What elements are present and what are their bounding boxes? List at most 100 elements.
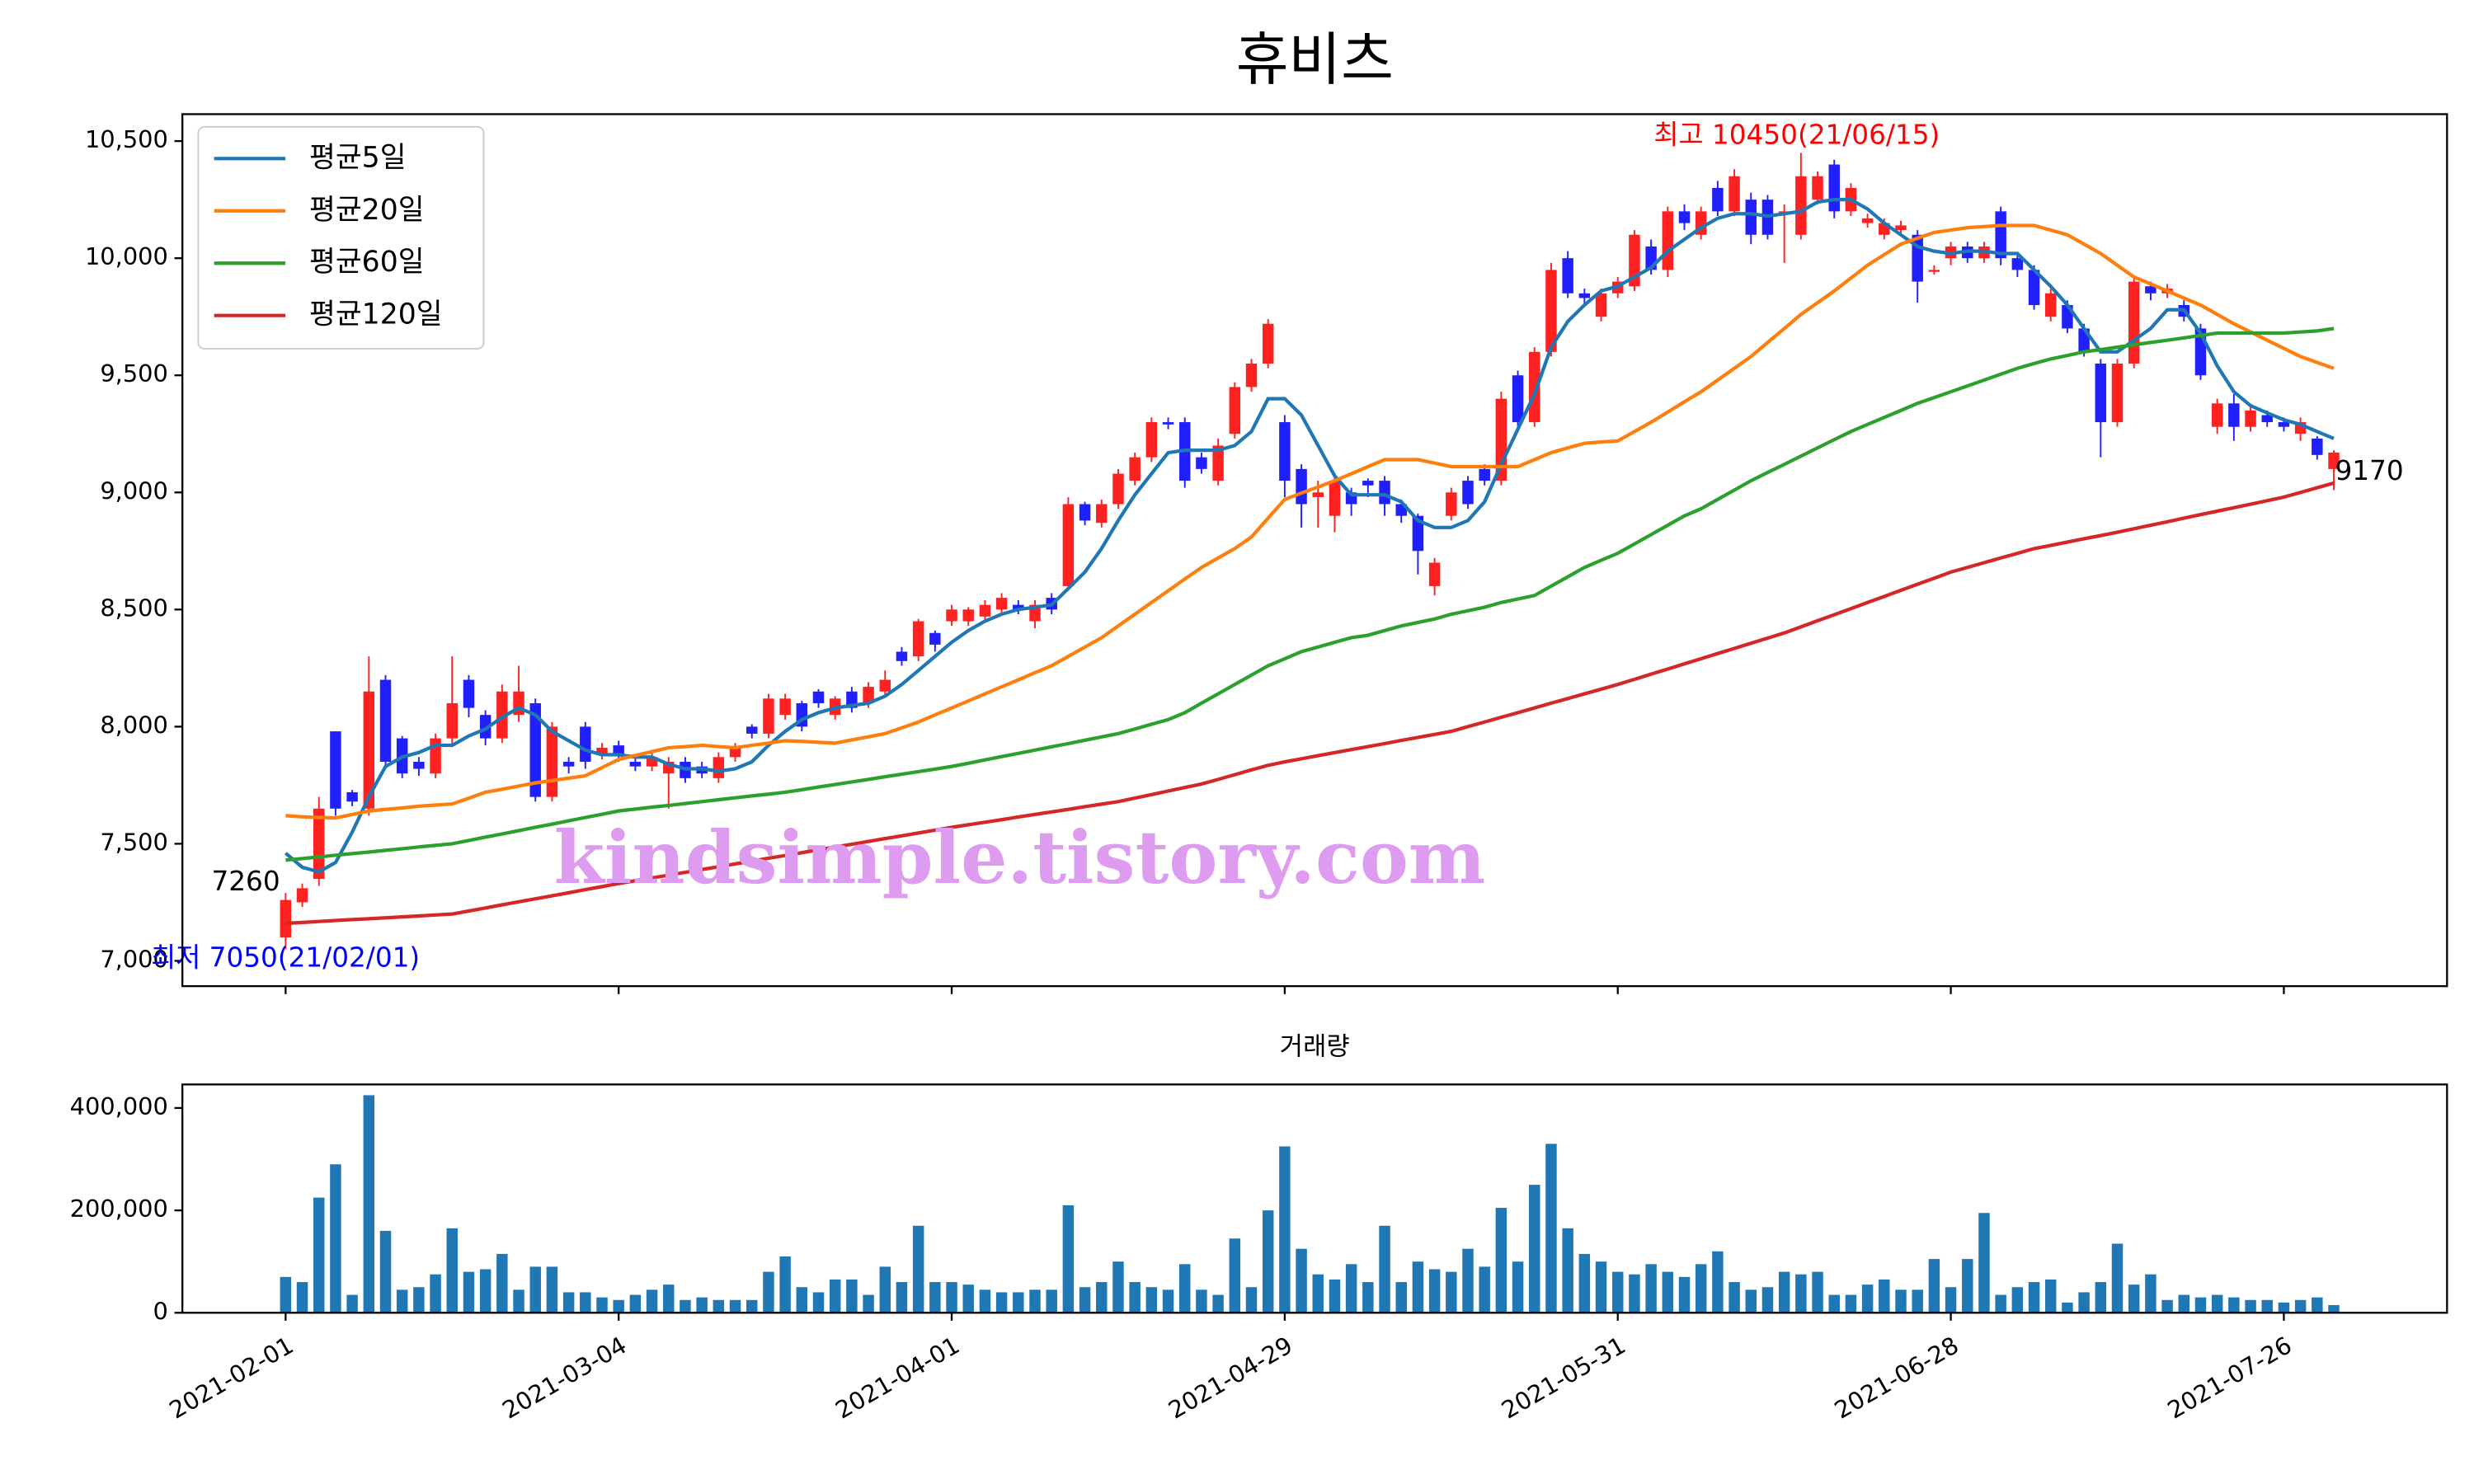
volume-bar [1412, 1261, 1424, 1313]
candle-body [962, 609, 974, 622]
candle-body [646, 757, 658, 767]
volume-bar [1212, 1294, 1224, 1313]
candle-body [812, 691, 825, 703]
volume-bar [1729, 1282, 1740, 1313]
volume-bar [1928, 1259, 1940, 1313]
candle-body [2145, 286, 2157, 294]
candle-body [1545, 270, 1557, 352]
volume-bar [1761, 1287, 1774, 1313]
volume-bar [1795, 1274, 1807, 1313]
candle-body [1296, 468, 1307, 505]
candle-body [1112, 473, 1124, 505]
legend-label: 평균120일 [309, 298, 443, 331]
moving-average-line [285, 481, 2335, 926]
candle-body [1529, 351, 1540, 423]
candle-body [296, 888, 308, 903]
volume-bar [1196, 1289, 1207, 1313]
watermark: kindsimple.tistory.com [554, 815, 1486, 900]
volume-bar [1162, 1289, 1174, 1313]
volume-bar [330, 1164, 341, 1313]
volume-bar [2161, 1299, 2173, 1313]
volume-bar [1578, 1253, 1591, 1313]
candle-body [2045, 293, 2057, 317]
volume-bar [1446, 1271, 1457, 1313]
volume-bar [2245, 1299, 2256, 1313]
candle-body [1362, 481, 1374, 486]
volume-axes-frame [181, 1083, 2448, 1314]
volume-bar [863, 1294, 874, 1313]
volume-bar [379, 1230, 392, 1313]
volume-bar [2145, 1274, 2157, 1313]
chart-title: 휴비츠 [1236, 27, 1394, 93]
candle-body [1895, 225, 1907, 231]
y-tick-label: 9,500 [100, 359, 168, 387]
candle-body [1828, 164, 1840, 212]
y-tick-label: 8,500 [100, 594, 168, 622]
candle-body [313, 808, 325, 880]
volume-bar [1129, 1282, 1141, 1313]
volume-bar [1296, 1248, 1307, 1313]
volume-bar [1545, 1144, 1557, 1313]
volume-bar [562, 1292, 575, 1313]
volume-bar [446, 1228, 458, 1313]
candle-body [413, 761, 425, 769]
annotation: 7260 [211, 866, 280, 897]
volume-bar [1379, 1225, 1390, 1313]
candle-body [1245, 364, 1258, 387]
volume-bar [1612, 1271, 1624, 1313]
candle-body [713, 757, 725, 778]
volume-bar [1678, 1276, 1691, 1313]
candle-body [1312, 492, 1324, 497]
volume-bar [1462, 1248, 1474, 1313]
candle-body [746, 726, 758, 734]
candle-body [2111, 364, 2124, 423]
candle-body [1279, 422, 1291, 481]
volume-bar [1112, 1261, 1124, 1313]
candle-body [1412, 515, 1424, 552]
volume-bar [1345, 1264, 1357, 1313]
candle-body [896, 651, 908, 661]
volume-bar [479, 1269, 492, 1313]
legend-label: 평균60일 [309, 246, 425, 279]
candle-body [280, 899, 292, 938]
volume-bar [962, 1284, 974, 1313]
volume-bar [2045, 1279, 2057, 1313]
volume-bar [1745, 1289, 1757, 1313]
candle-body [729, 747, 741, 758]
volume-bar [413, 1287, 425, 1313]
y-tick-label: 400,000 [70, 1092, 168, 1120]
volume-title: 거래량 [1280, 1032, 1350, 1062]
candle-body [1062, 504, 1075, 586]
volume-bar [763, 1271, 774, 1313]
volume-bar [1879, 1279, 1890, 1313]
volume-bar [1861, 1284, 1874, 1313]
volume-bar [879, 1266, 891, 1313]
candle-body [1595, 293, 1607, 317]
volume-bar [946, 1282, 957, 1313]
candle-body [2011, 258, 2024, 270]
volume-bar [1428, 1269, 1441, 1313]
volume-bar [663, 1284, 675, 1313]
volume-bar [696, 1297, 708, 1313]
volume-bar [396, 1289, 408, 1313]
candle-body [1812, 176, 1823, 200]
volume-bar [779, 1256, 791, 1313]
volume-bar [1562, 1228, 1573, 1313]
volume-bar [1096, 1282, 1108, 1313]
candle-body [363, 691, 375, 809]
volume-bar [546, 1266, 558, 1313]
candle-body [446, 702, 458, 739]
volume-bar [1978, 1213, 1990, 1313]
volume-bar [1912, 1289, 1923, 1313]
moving-average-line [285, 223, 2335, 820]
volume-bar [896, 1282, 908, 1313]
volume-bar [979, 1289, 991, 1313]
candle-body [1562, 258, 1573, 294]
candle-body [2228, 403, 2240, 427]
volume-bar [1828, 1294, 1840, 1313]
candle-body [1479, 468, 1490, 481]
volume-bar [1262, 1210, 1274, 1313]
y-tick-label: 10,000 [85, 242, 168, 270]
